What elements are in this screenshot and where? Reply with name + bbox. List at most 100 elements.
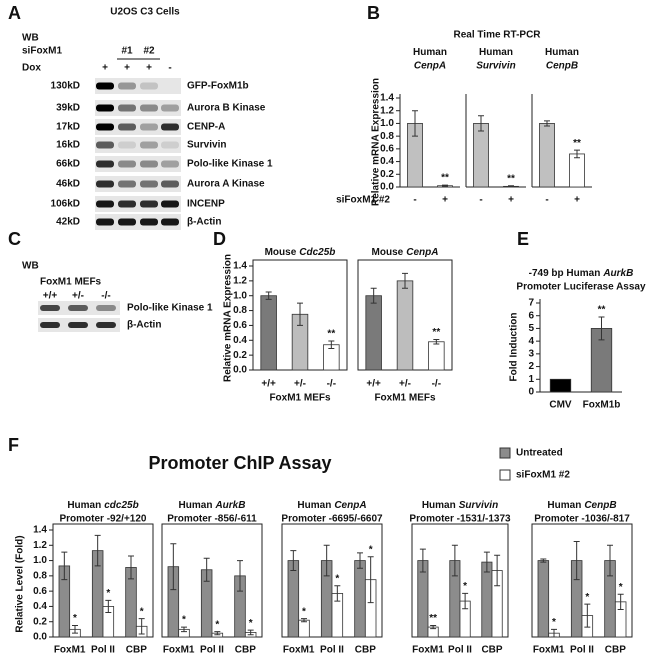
genotype: +/+ <box>43 291 58 302</box>
x-tick-label: Pol II <box>570 645 594 656</box>
blot-band <box>68 305 88 311</box>
blot-band <box>96 160 114 168</box>
title-gene: CenpB <box>546 61 578 72</box>
blot-band <box>118 104 136 112</box>
x-tick-label: CBP <box>481 645 502 656</box>
title-text: Human <box>413 47 447 58</box>
error-bar <box>328 340 335 349</box>
y-tick-label: 0.0 <box>380 182 394 193</box>
title-text: -749 bp Human <box>529 268 601 279</box>
bar <box>428 341 445 371</box>
chart-subtitle: Promoter Luciferase Assay <box>516 282 646 293</box>
title-text: Human <box>547 500 581 511</box>
significance: * <box>335 573 339 584</box>
significance: * <box>140 606 144 617</box>
blot-strip <box>95 137 181 153</box>
dox-lane: + <box>102 63 108 74</box>
x-tick-label: - <box>479 195 482 206</box>
y-tick-label: 0.6 <box>380 143 394 154</box>
bar <box>569 153 585 188</box>
blot-size: 106kD <box>51 199 80 210</box>
y-tick-label: 6 <box>528 310 534 321</box>
chart-subtitle: Promoter -1036/-817 <box>534 514 630 525</box>
y-tick-label: 0.6 <box>33 586 47 597</box>
blot-band <box>96 218 114 226</box>
chart-subtitle: Promoter -92/+120 <box>60 514 147 525</box>
blot-band <box>118 141 136 149</box>
x-tick-label: FoxM1 <box>412 645 444 656</box>
error-bar <box>237 560 243 592</box>
x-tick-label: FoxM1 <box>163 645 195 656</box>
blot-size: 46kD <box>56 179 80 190</box>
significance: * <box>369 544 373 555</box>
bar <box>549 378 572 393</box>
dox-lane: + <box>146 63 152 74</box>
blot-band <box>118 218 136 226</box>
chart-title: Human <box>545 47 579 58</box>
significance: ** <box>441 173 449 184</box>
y-tick-label: 0.8 <box>33 570 47 581</box>
blot-band <box>118 200 136 208</box>
chart-subtitle: Promoter -1531/-1373 <box>409 514 511 525</box>
significance: ** <box>598 305 606 316</box>
chart-subtitle: Promoter -6695/-6607 <box>281 514 383 525</box>
y-axis-label: Relative mRNA Expression <box>223 254 234 382</box>
error-bar <box>508 185 514 188</box>
blot-protein: INCENP <box>187 199 225 210</box>
significance: ** <box>507 173 515 184</box>
bar <box>473 123 489 188</box>
title-text: Human <box>67 500 101 511</box>
error-bar <box>573 540 580 581</box>
y-axis-label: Relative Level (Fold) <box>15 535 26 632</box>
error-bar <box>451 544 458 577</box>
blot-protein: β-Actin <box>187 217 221 228</box>
panel-title: Promoter ChIP Assay <box>148 453 331 473</box>
blot-band <box>40 322 60 328</box>
significance: * <box>215 619 219 630</box>
error-bar <box>170 543 177 591</box>
blot-protein: GFP-FoxM1b <box>187 81 249 92</box>
blot-protein: Polo-like Kinase 1 <box>127 303 213 314</box>
x-tick-label: +/- <box>399 379 411 390</box>
sirna-id: #1 <box>121 46 133 57</box>
legend-swatch <box>499 469 511 481</box>
panel-letter: C <box>8 229 21 249</box>
x-tick-label: - <box>545 195 548 206</box>
significance: ** <box>429 613 437 624</box>
error-bar <box>402 272 408 289</box>
blot-band <box>161 180 179 188</box>
blot-band <box>161 141 179 149</box>
y-tick-label: 0.2 <box>233 350 247 361</box>
bar <box>481 561 493 638</box>
x-tick-label: - <box>413 195 416 206</box>
error-bar <box>367 556 374 604</box>
blot-band <box>140 180 158 188</box>
blot-strip <box>95 176 181 192</box>
significance: * <box>585 592 589 603</box>
y-tick-label: 1.0 <box>380 118 394 129</box>
error-bar <box>290 550 297 572</box>
blot-band <box>118 123 136 131</box>
y-tick-label: 0.6 <box>233 320 247 331</box>
bar <box>537 560 550 638</box>
panel-letter: B <box>367 3 380 23</box>
y-tick-label: 0.2 <box>33 616 47 627</box>
error-bar <box>247 629 254 636</box>
significance: ** <box>327 329 335 340</box>
error-bar <box>94 534 101 567</box>
panel-letter: E <box>517 229 529 249</box>
blot-band <box>96 322 116 328</box>
bar <box>298 619 310 638</box>
bar <box>539 123 555 188</box>
title-text: Human <box>297 500 331 511</box>
y-tick-label: 2 <box>528 361 534 372</box>
blot-title: U2OS C3 Cells <box>110 7 180 18</box>
title-gene: cdc25b <box>104 500 138 511</box>
panel-title: Real Time RT-PCR <box>453 30 541 41</box>
blot-strip <box>95 196 181 212</box>
blot-size: 66kD <box>56 159 80 170</box>
y-tick-label: 0 <box>528 387 534 398</box>
significance: * <box>249 618 253 629</box>
error-bar <box>584 603 591 628</box>
x-tick-label: -/- <box>432 379 441 390</box>
